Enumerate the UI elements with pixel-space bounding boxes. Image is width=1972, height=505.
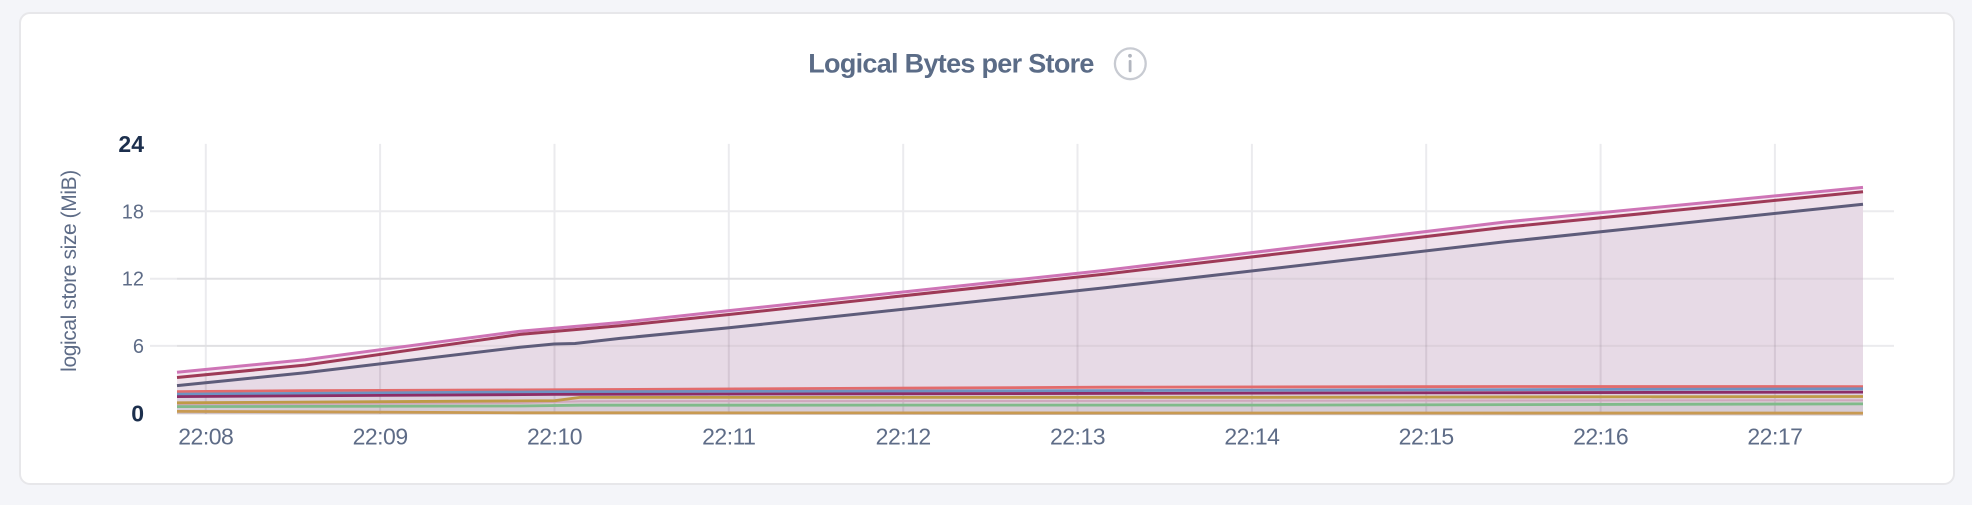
svg-text:18: 18 [122, 201, 144, 223]
svg-text:logical store size (MiB): logical store size (MiB) [58, 170, 81, 372]
svg-text:6: 6 [133, 336, 144, 358]
svg-text:22:16: 22:16 [1573, 424, 1628, 450]
svg-text:22:13: 22:13 [1050, 424, 1105, 450]
svg-text:22:10: 22:10 [527, 424, 582, 450]
svg-text:22:11: 22:11 [702, 424, 755, 450]
svg-text:24: 24 [118, 131, 144, 157]
svg-text:0: 0 [131, 401, 144, 427]
svg-text:22:12: 22:12 [876, 424, 931, 450]
svg-text:22:08: 22:08 [178, 424, 233, 450]
svg-text:12: 12 [122, 269, 144, 291]
svg-text:22:09: 22:09 [353, 424, 408, 450]
svg-text:Logical Bytes per Store: Logical Bytes per Store [808, 49, 1094, 79]
svg-text:22:14: 22:14 [1224, 424, 1280, 450]
svg-text:22:15: 22:15 [1399, 424, 1454, 450]
svg-text:22:17: 22:17 [1747, 424, 1802, 450]
